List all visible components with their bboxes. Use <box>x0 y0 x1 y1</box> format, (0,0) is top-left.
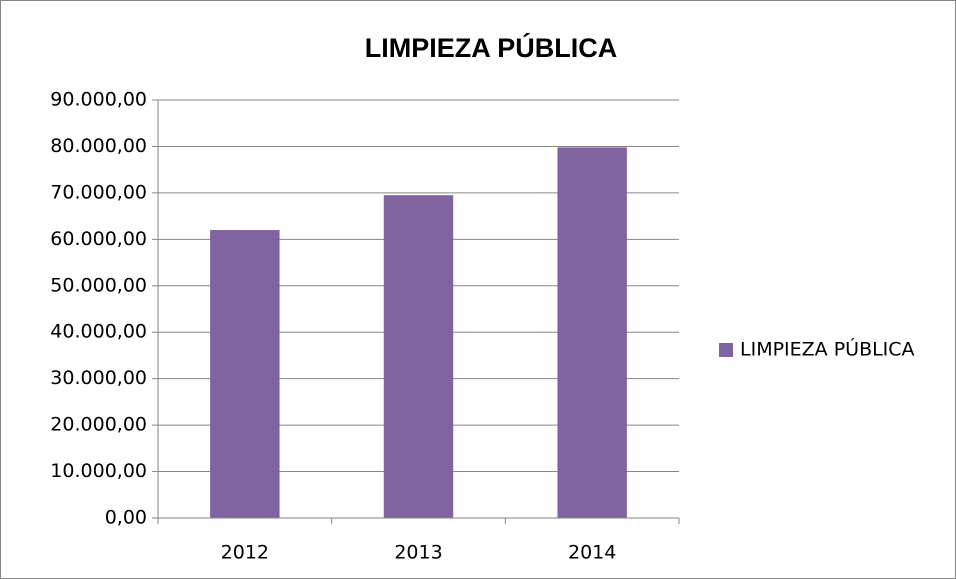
y-tick-label: 80.000,00 <box>50 135 147 157</box>
y-tick-label: 30.000,00 <box>50 367 147 389</box>
y-tick-label: 40.000,00 <box>50 321 147 343</box>
bar <box>210 230 280 519</box>
y-tick-label: 10.000,00 <box>50 460 147 482</box>
legend-label: LIMPIEZA PÚBLICA <box>740 337 915 361</box>
chart-title: LIMPIEZA PÚBLICA <box>365 32 618 63</box>
bar <box>557 147 627 518</box>
x-tick-label: 2014 <box>568 542 616 564</box>
y-tick-label: 60.000,00 <box>50 228 147 250</box>
y-tick-label: 20.000,00 <box>50 414 147 436</box>
y-tick-label: 50.000,00 <box>50 274 147 296</box>
y-tick-label: 0,00 <box>105 507 147 529</box>
legend-swatch <box>719 343 733 357</box>
x-tick-label: 2013 <box>394 542 442 564</box>
bar <box>383 195 454 518</box>
y-tick-label: 70.000,00 <box>50 181 147 203</box>
x-tick-label: 2012 <box>221 542 269 564</box>
y-tick-label: 90.000,00 <box>50 89 147 111</box>
